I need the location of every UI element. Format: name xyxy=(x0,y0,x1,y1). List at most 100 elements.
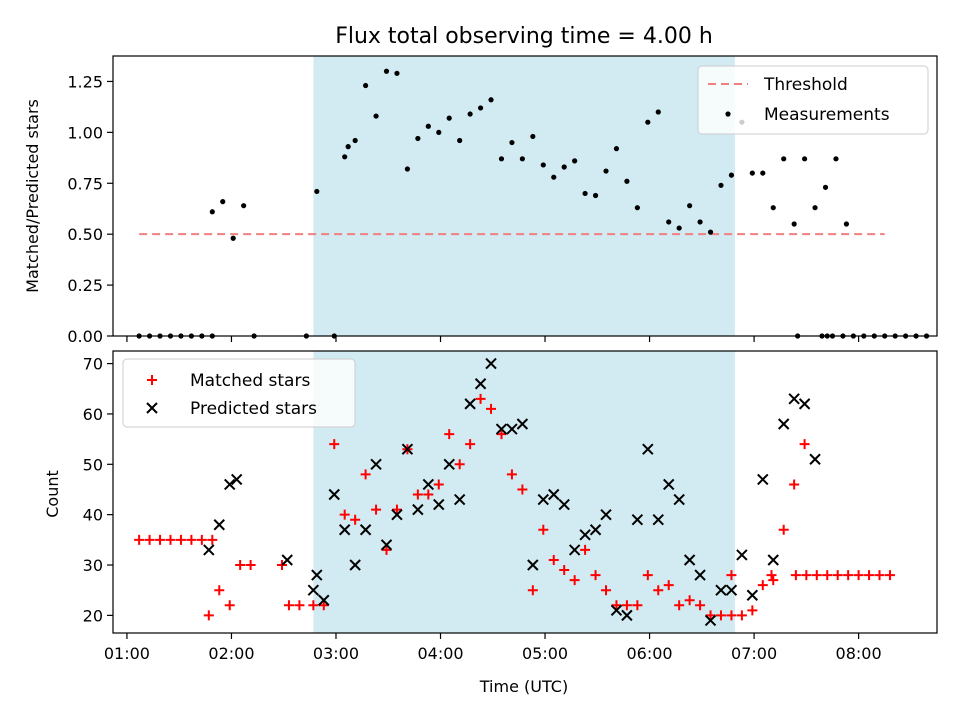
bottom-plot: 01:00 02:00 03:00 04:00 05:00 06:00 07:00 08:00… xyxy=(83,350,938,663)
measurement-point xyxy=(373,113,379,119)
matched-star-marker xyxy=(381,544,392,555)
matched-star-marker xyxy=(705,610,716,621)
measurement-point xyxy=(467,111,473,117)
measurement-point xyxy=(791,221,797,227)
measurement-point xyxy=(666,219,672,225)
matched-star-marker xyxy=(801,570,812,581)
predicted-star-marker xyxy=(642,443,654,455)
measurement-point xyxy=(220,199,226,205)
measurement-point xyxy=(509,139,515,146)
measurement-point xyxy=(394,70,400,76)
matched-star-marker xyxy=(538,524,549,535)
observing-span xyxy=(313,351,735,633)
measurement-point xyxy=(613,146,620,152)
y-tick-label: 30 xyxy=(83,556,103,575)
predicted-star-marker xyxy=(311,569,323,581)
measurement-point xyxy=(634,205,640,211)
y-tick-label: 1.25 xyxy=(67,72,103,91)
y-tick-label: 0.50 xyxy=(67,225,103,244)
predicted-star-marker xyxy=(527,559,539,571)
matched-star-marker xyxy=(548,554,559,565)
matched-star-marker xyxy=(496,429,507,440)
measurement-point xyxy=(645,119,651,125)
matched-star-marker xyxy=(674,600,685,611)
top-plot: 0.00 0.25 0.50 0.75 1.00 1.25 Threshold Measure… xyxy=(67,55,938,346)
matched-star-marker xyxy=(726,610,737,621)
x-tick-label: 02:00 xyxy=(208,644,254,663)
measurement-point xyxy=(822,184,829,190)
matched-star-marker xyxy=(283,600,294,611)
predicted-star-marker xyxy=(307,584,320,596)
legend-measurements-label: Measurements xyxy=(764,105,890,125)
predicted-star-marker xyxy=(485,357,497,370)
predicted-star-marker xyxy=(715,584,727,596)
predicted-star-marker xyxy=(537,493,549,506)
matched-star-marker xyxy=(736,610,747,621)
measurement-point xyxy=(352,137,358,144)
matched-star-marker xyxy=(134,534,145,545)
measurement-point xyxy=(425,123,431,129)
legend-box xyxy=(697,65,929,135)
predicted-star-marker xyxy=(694,569,706,581)
measurement-point xyxy=(314,188,320,195)
matched-star-marker xyxy=(653,585,664,596)
measurement-point xyxy=(843,221,850,227)
matched-star-marker xyxy=(423,489,434,500)
predicted-star-marker xyxy=(788,393,800,405)
measurement-point xyxy=(345,144,351,150)
predicted-star-marker xyxy=(338,524,351,536)
matched-star-marker xyxy=(569,575,580,586)
measurement-point xyxy=(655,109,661,115)
predicted-star-marker xyxy=(422,478,435,491)
matched-star-marker xyxy=(444,429,455,440)
x-tick-label: 07:00 xyxy=(731,644,777,663)
measurement-point xyxy=(436,129,442,135)
y-tick-label: 0.25 xyxy=(67,276,103,295)
predicted-star-marker xyxy=(663,478,675,491)
legend-box xyxy=(122,358,356,428)
measurement-point xyxy=(540,162,546,168)
bottom-y-axis-label: Count xyxy=(43,470,62,518)
legend-matched-swatch xyxy=(147,375,157,385)
matched-star-marker xyxy=(811,570,822,581)
predicted-star-marker xyxy=(349,559,361,571)
predicted-star-marker xyxy=(777,418,790,430)
matched-star-marker xyxy=(165,534,176,545)
measurement-point xyxy=(707,229,714,235)
y-tick-label: 0.00 xyxy=(67,327,103,346)
predicted-star-marker xyxy=(230,473,243,486)
measurement-point xyxy=(230,235,236,241)
predicted-star-marker xyxy=(621,609,633,622)
measurement-point xyxy=(209,209,215,215)
matched-star-marker xyxy=(360,469,371,480)
matched-star-marker xyxy=(874,570,885,581)
matched-star-marker xyxy=(207,534,218,545)
matched-star-marker xyxy=(611,600,622,611)
y-tick-label: 20 xyxy=(83,606,103,625)
matched-star-marker xyxy=(186,534,197,545)
measurement-point xyxy=(802,156,808,162)
legend-predicted-label: Predicted stars xyxy=(190,399,317,419)
matched-star-marker xyxy=(371,504,382,515)
measurement-point xyxy=(530,133,536,140)
predicted-star-marker xyxy=(328,488,340,501)
measurement-point xyxy=(687,203,693,209)
matched-star-marker xyxy=(329,439,340,450)
predicted-star-marker xyxy=(683,554,696,566)
x-tick-label: 04:00 xyxy=(417,644,463,663)
y-tick-label: 1.00 xyxy=(67,123,103,142)
matched-star-marker xyxy=(843,570,854,581)
predicted-star-marker xyxy=(809,453,821,465)
matched-star-marker xyxy=(766,570,777,581)
matched-star-marker xyxy=(454,459,465,470)
predicted-star-marker xyxy=(203,544,215,556)
predicted-star-marker xyxy=(516,418,529,430)
legend-threshold-label: Threshold xyxy=(763,75,848,95)
matched-star-marker xyxy=(196,534,207,545)
predicted-star-marker xyxy=(370,458,382,471)
matched-star-marker xyxy=(276,560,287,571)
chart-title: Flux total observing time = 4.00 h xyxy=(335,24,713,49)
x-axis-label: Time (UTC) xyxy=(479,677,568,696)
y-tick-label: 50 xyxy=(83,455,103,474)
